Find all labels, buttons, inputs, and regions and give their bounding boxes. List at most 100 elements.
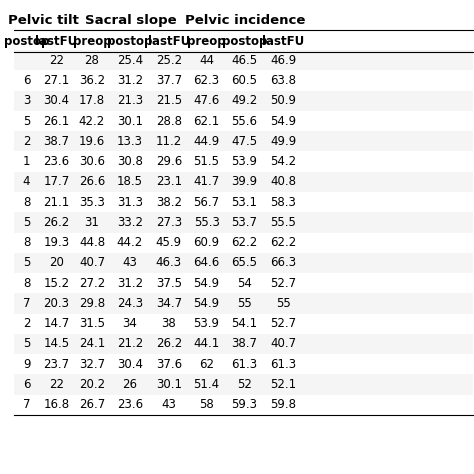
Text: 25.2: 25.2: [155, 54, 182, 67]
Text: 44.8: 44.8: [79, 236, 105, 249]
FancyBboxPatch shape: [14, 50, 473, 71]
Text: 58.3: 58.3: [271, 196, 296, 209]
Text: 60.5: 60.5: [231, 74, 257, 87]
Text: 33.2: 33.2: [117, 216, 143, 229]
Text: 50.9: 50.9: [271, 94, 296, 107]
Text: 3: 3: [23, 94, 30, 107]
Text: 26.7: 26.7: [79, 398, 105, 411]
Text: 39.9: 39.9: [231, 175, 257, 188]
Text: 31: 31: [84, 216, 100, 229]
FancyBboxPatch shape: [14, 131, 473, 152]
Text: 26.2: 26.2: [43, 216, 70, 229]
Text: 55.3: 55.3: [194, 216, 219, 229]
Text: 55.6: 55.6: [231, 115, 257, 128]
Text: 43: 43: [122, 256, 137, 269]
Text: 30.8: 30.8: [117, 155, 143, 168]
Text: 31.2: 31.2: [117, 277, 143, 290]
Text: 31.5: 31.5: [79, 317, 105, 330]
Text: 54.9: 54.9: [270, 115, 296, 128]
Text: 13.3: 13.3: [117, 135, 143, 148]
Text: 38.7: 38.7: [44, 135, 69, 148]
Text: 54.2: 54.2: [270, 155, 296, 168]
Text: 60.9: 60.9: [193, 236, 219, 249]
FancyBboxPatch shape: [14, 172, 473, 192]
Text: 59.3: 59.3: [231, 398, 257, 411]
Text: Sacral slope: Sacral slope: [85, 14, 177, 27]
Text: 52.7: 52.7: [270, 277, 296, 290]
FancyBboxPatch shape: [14, 293, 473, 314]
Text: 49.2: 49.2: [231, 94, 257, 107]
Text: 5: 5: [23, 216, 30, 229]
Text: 53.9: 53.9: [231, 155, 257, 168]
Text: 49.9: 49.9: [270, 135, 297, 148]
Text: 61.3: 61.3: [231, 358, 257, 371]
Text: 23.1: 23.1: [155, 175, 182, 188]
Text: 2: 2: [23, 135, 30, 148]
Text: 16.8: 16.8: [43, 398, 70, 411]
Text: preop: preop: [187, 35, 226, 48]
Text: 34: 34: [122, 317, 137, 330]
Text: 54.9: 54.9: [193, 297, 219, 310]
Text: 14.5: 14.5: [43, 337, 70, 350]
Text: 32.7: 32.7: [79, 358, 105, 371]
Text: 62.1: 62.1: [193, 115, 220, 128]
Text: 30.4: 30.4: [117, 358, 143, 371]
Text: 51.4: 51.4: [193, 378, 219, 391]
Text: 62.3: 62.3: [193, 74, 219, 87]
Text: 26.1: 26.1: [43, 115, 70, 128]
Text: 62: 62: [199, 358, 214, 371]
Text: 35.3: 35.3: [79, 196, 105, 209]
Text: 6: 6: [23, 74, 30, 87]
Text: 37.7: 37.7: [155, 74, 182, 87]
FancyBboxPatch shape: [14, 253, 473, 273]
Text: 24.3: 24.3: [117, 297, 143, 310]
Text: postop: postop: [222, 35, 267, 48]
Text: 20.2: 20.2: [79, 378, 105, 391]
Text: 36.2: 36.2: [79, 74, 105, 87]
Text: 22: 22: [49, 378, 64, 391]
Text: 20.3: 20.3: [44, 297, 69, 310]
Text: 22: 22: [49, 54, 64, 67]
Text: 38.7: 38.7: [231, 337, 257, 350]
Text: 37.6: 37.6: [155, 358, 182, 371]
Text: postop: postop: [4, 35, 49, 48]
Text: postop: postop: [107, 35, 153, 48]
Text: 20: 20: [49, 256, 64, 269]
Text: 61.3: 61.3: [270, 358, 296, 371]
Text: 41.7: 41.7: [193, 175, 220, 188]
Text: 7: 7: [23, 297, 30, 310]
Text: 6: 6: [23, 378, 30, 391]
Text: 45.9: 45.9: [155, 236, 182, 249]
Text: 30.1: 30.1: [117, 115, 143, 128]
Text: 62.2: 62.2: [231, 236, 257, 249]
Text: 52.7: 52.7: [270, 317, 296, 330]
Text: 58: 58: [199, 398, 214, 411]
Text: 18.5: 18.5: [117, 175, 143, 188]
Text: 26: 26: [122, 378, 137, 391]
Text: 54: 54: [237, 277, 252, 290]
Text: 29.6: 29.6: [155, 155, 182, 168]
Text: 63.8: 63.8: [271, 74, 296, 87]
Text: 52.1: 52.1: [270, 378, 296, 391]
Text: lastFU: lastFU: [35, 35, 78, 48]
Text: 44: 44: [199, 54, 214, 67]
Text: 21.2: 21.2: [117, 337, 143, 350]
Text: 53.1: 53.1: [231, 196, 257, 209]
Text: 30.1: 30.1: [156, 378, 182, 391]
Text: 31.3: 31.3: [117, 196, 143, 209]
Text: 46.9: 46.9: [270, 54, 297, 67]
Text: 34.7: 34.7: [155, 297, 182, 310]
Text: 14.7: 14.7: [43, 317, 70, 330]
Text: 44.2: 44.2: [117, 236, 143, 249]
FancyBboxPatch shape: [14, 212, 473, 233]
Text: 53.9: 53.9: [193, 317, 219, 330]
Text: 28.8: 28.8: [156, 115, 182, 128]
Text: 9: 9: [23, 358, 30, 371]
Text: 47.5: 47.5: [231, 135, 257, 148]
Text: 17.8: 17.8: [79, 94, 105, 107]
Text: 24.1: 24.1: [79, 337, 105, 350]
FancyBboxPatch shape: [14, 334, 473, 354]
Text: 40.7: 40.7: [79, 256, 105, 269]
Text: 8: 8: [23, 277, 30, 290]
Text: 55.5: 55.5: [271, 216, 296, 229]
